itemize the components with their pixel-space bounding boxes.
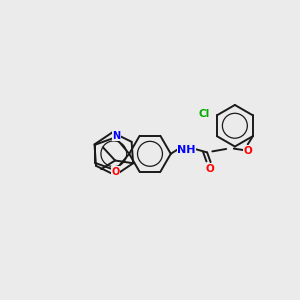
- Text: O: O: [243, 146, 252, 156]
- Text: Cl: Cl: [198, 109, 209, 118]
- Text: O: O: [112, 167, 120, 177]
- Text: N: N: [112, 131, 120, 141]
- Text: NH: NH: [177, 145, 196, 155]
- Text: O: O: [206, 164, 214, 174]
